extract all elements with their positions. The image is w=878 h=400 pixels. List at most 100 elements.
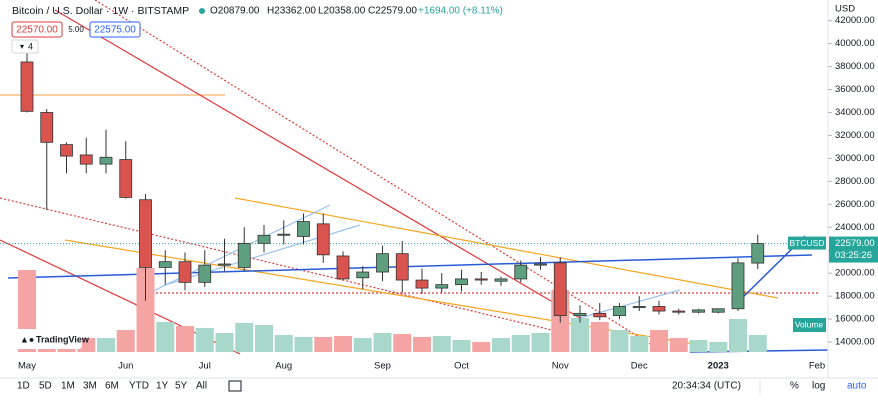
range-button[interactable]: 1Y — [156, 381, 169, 392]
buy-button[interactable] — [89, 21, 141, 38]
volume-bar — [413, 337, 431, 352]
y-tick-label: 18000.00 — [835, 291, 875, 302]
candle-body — [356, 271, 370, 279]
logo-box — [10, 329, 82, 349]
volume-bar — [116, 330, 135, 352]
range-button[interactable]: 6M — [105, 381, 119, 392]
candle-body — [316, 223, 330, 256]
volume-bar — [709, 342, 728, 352]
candle-body — [376, 253, 389, 273]
open-label: O20879.00 — [210, 6, 260, 17]
volume-bar — [610, 330, 629, 352]
toolbar: 1D 5D 1M 3M 6M YTD 1Y 5Y All% log auto — [17, 381, 867, 392]
candle-body — [494, 278, 508, 282]
candle-body — [99, 156, 113, 165]
y-tick-label: 16000.00 — [835, 314, 875, 325]
x-tick-label: Sep — [374, 361, 391, 372]
candle-body — [297, 221, 310, 237]
x-tick-label: Jul — [199, 361, 211, 372]
volume-tag — [793, 318, 826, 332]
price-label: 22579.00 — [835, 238, 875, 249]
y-tick-label: 20000.00 — [835, 268, 875, 279]
symbol-tag — [788, 236, 826, 250]
date-range-icon[interactable] — [228, 380, 242, 392]
volume-bar — [531, 333, 550, 352]
volume-bar — [571, 318, 589, 352]
volume-bar — [590, 322, 609, 352]
candle-body — [257, 234, 271, 244]
indicators-toggle[interactable] — [11, 39, 39, 54]
y-tick-label: 40000.00 — [835, 38, 875, 49]
volume-bar — [511, 335, 530, 352]
x-tick-label: Nov — [552, 361, 569, 372]
range-button[interactable]: 5Y — [175, 381, 188, 392]
scale-option[interactable]: auto — [847, 381, 867, 392]
range-button[interactable]: 1D — [17, 381, 30, 392]
volume-bar — [472, 342, 491, 352]
candle-body — [593, 312, 607, 318]
y-tick-label: 34000.00 — [835, 107, 875, 118]
candle-body — [672, 310, 686, 313]
candle-body — [20, 61, 34, 112]
candle-body — [79, 154, 93, 165]
close-label: C22579.00 — [368, 6, 417, 17]
y-tick-label: 30000.00 — [835, 153, 875, 164]
candle-body — [652, 306, 666, 312]
x-tick-label: Jun — [118, 361, 133, 372]
candle-body — [573, 312, 587, 317]
volume-bar — [669, 338, 688, 352]
candle-body — [277, 233, 291, 236]
candle-body — [395, 253, 409, 281]
ohlc-header: O20879.00 H23362.00 L20358.00 C22579.00 … — [210, 6, 503, 17]
candle-body — [731, 262, 745, 310]
candle-body — [613, 306, 626, 317]
range-button[interactable]: 3M — [83, 381, 97, 392]
volume-bar — [729, 319, 747, 352]
range-button[interactable]: All — [196, 381, 207, 392]
range-button[interactable]: 5D — [39, 381, 52, 392]
sell-button[interactable] — [11, 21, 63, 38]
indicator-count[interactable]: 4 — [28, 41, 33, 51]
volume-bar — [294, 337, 313, 352]
sell-price[interactable]: 22570.00 — [16, 25, 58, 36]
volume-bar — [274, 335, 293, 352]
candle-body — [336, 255, 350, 280]
y-tick-label: 32000.00 — [835, 130, 875, 141]
toggle-arrow[interactable]: ▾ — [20, 42, 24, 51]
candle-body — [60, 144, 73, 157]
y-tick-label: 14000.00 — [835, 337, 875, 348]
volume-bar — [334, 336, 352, 352]
x-tick-label: Aug — [275, 361, 292, 372]
range-button[interactable]: YTD — [129, 381, 149, 392]
candle-body — [455, 278, 468, 286]
volume-label: Volume — [795, 319, 824, 329]
countdown: 03:25:26 — [835, 250, 872, 261]
y-tick-label: 28000.00 — [835, 176, 875, 187]
volume-bar — [630, 336, 649, 352]
buy-price[interactable]: 22575.00 — [94, 25, 136, 36]
channel-line — [144, 204, 331, 296]
logo-icon: ▲● — [20, 334, 34, 344]
volume-bar — [176, 326, 194, 352]
chart-title: Bitcoin / U.S. Dollar · 1W · BITSTAMP — [12, 5, 189, 17]
volume-bar — [156, 322, 175, 352]
candle-body — [198, 264, 212, 283]
scale-option[interactable]: % — [790, 381, 799, 392]
volume-bar — [195, 328, 214, 352]
y-tick-label: 38000.00 — [835, 61, 875, 72]
candle-body — [711, 308, 725, 313]
scale-option[interactable]: log — [812, 381, 825, 392]
x-tick-label: Oct — [454, 361, 469, 372]
change-label: +1694.00 (+8.11%) — [418, 6, 503, 17]
range-button[interactable]: 1M — [61, 381, 75, 392]
volume-bar — [373, 333, 392, 352]
candle-body — [553, 262, 567, 317]
volume-bar — [136, 268, 155, 352]
status-dot — [199, 8, 205, 14]
candle-body — [692, 309, 705, 313]
y-tick-label: 42000.00 — [835, 15, 875, 26]
volume-bar — [432, 336, 451, 352]
spread: 5.00 — [68, 25, 84, 34]
y-tick-label: 24000.00 — [835, 222, 875, 233]
